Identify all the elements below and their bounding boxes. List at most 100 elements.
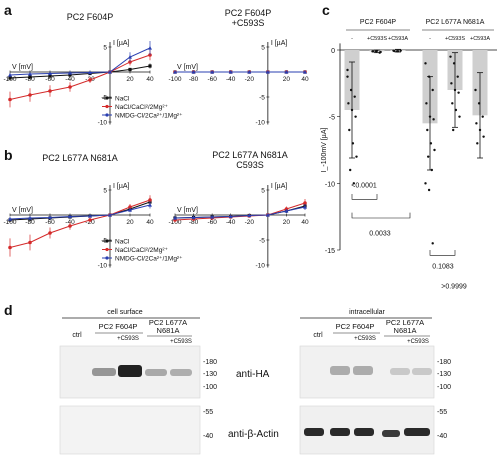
iv-data-point [303,205,307,209]
blot-left-marker-55: -55 [203,409,213,416]
bar-data-point [349,88,353,92]
bar-data-point [452,128,455,132]
blot-right-group2-line1: PC2 L677A [386,318,424,327]
bar-data-point [346,68,349,72]
bar-data-point [346,75,349,78]
bar-data-point [399,49,402,52]
bar-data-point [428,115,432,118]
iv-data-point [173,216,177,220]
iv-x-tick-label: -60 [207,219,217,226]
stat-bracket [351,212,411,219]
bar-data-point [481,115,484,118]
iv-x-tick-label: -80 [189,76,199,83]
iv-y-tick-label: 5 [103,45,107,52]
iv-data-point [68,71,72,75]
iv-data-point [128,60,132,64]
bar-data-point [427,155,430,158]
iv-data-point [28,240,32,245]
iv-data-point [48,231,52,235]
bar-y-tick-label: -10 [325,181,335,188]
iv-data-point [68,85,72,89]
iv-data-point [88,70,92,75]
bar-data-point [427,75,431,78]
a-right-title-line1: PC2 F604P [225,8,272,18]
iv-x-tick-label: -40 [226,219,236,226]
iv-series-line [9,54,151,100]
iv-data-point [8,97,12,102]
blot-left-marker-40: -40 [203,433,213,440]
iv-data-point [48,89,52,93]
legend-label: NaCl [115,96,130,103]
iv-data-point [148,46,152,50]
bar-data-point [457,91,460,94]
iv-data-point [68,214,72,219]
bar-data-point [352,182,355,185]
iv-x-tick-label: 20 [126,219,134,226]
bar-data-point [347,102,350,105]
bar-data-point [451,102,454,105]
iv-data-point [128,67,132,72]
blot-band [404,428,430,436]
blot-right-ctrl: ctrl [313,332,323,339]
iv-data-point [128,55,132,59]
blot-left-title: cell surface [107,309,143,316]
blot-left-c593s-2: +C593S [170,339,192,345]
bar-data-point [375,49,379,52]
legend-swatch-marker [105,113,109,117]
stat-bracket [351,194,378,200]
iv-data-point [191,70,196,74]
blot-left-marker-180: -180 [203,359,217,366]
iv-x-tick-label: 20 [283,219,291,226]
iv-data-point [128,205,132,209]
blot-band [390,368,410,375]
iv-series-line [9,65,151,79]
iv-x-tick-label: -20 [245,219,255,226]
legend-swatch-marker [105,96,109,100]
blot-right-group1: PC2 F604P [336,322,375,331]
iv-data-point [8,245,12,250]
iv-data-point [173,70,177,74]
blot-band [412,368,432,375]
bar-group-label: PC2 F604P [360,19,397,26]
stat-label: 0.1083 [432,264,454,271]
iv-series-line [9,199,151,248]
iv-data-point [128,208,132,212]
bar-data-point [426,128,429,132]
bar-data-point [433,148,436,152]
legend-label: NaCl/CaCl²/2Mg²⁺ [115,247,168,254]
bar-data-point [379,50,382,54]
bar-category-label: +C593S [367,36,387,42]
iv-x-tick-label: -60 [45,76,55,83]
iv-data-point [48,215,52,220]
iv-data-point [108,213,112,217]
stat-label: >0.9999 [441,284,467,291]
bar-data-point [456,75,459,78]
blot-left-marker-100: -100 [203,384,217,391]
bar-data-point [354,115,357,118]
iv-data-point [228,70,233,74]
blot-right-c593s-2: +C593S [407,339,429,345]
blot-band [118,365,142,377]
iv-plot-b-left: -100 -80 -60 -40 -20 20 405-5-10I [µA]V [mV] [3,183,154,270]
blot-left-ctrl: ctrl [72,332,82,339]
bar-y-axis-label: I_-100mV [µA] [321,128,328,173]
iv-data-point [28,216,32,220]
iv-data-point [247,70,252,74]
bar-data-point [430,168,433,172]
panel-letter-c: c [322,2,330,18]
iv-data-point [28,75,32,79]
bar-data-point [477,102,481,105]
iv-y-tick-label: 5 [261,188,265,195]
iv-data-point [8,73,12,77]
iv-x-tick-label: 40 [146,76,154,83]
iv-data-point [88,78,92,82]
bar-data-point [474,88,477,92]
iv-x-tick-label: -40 [65,76,75,83]
bar-chart-c: 0 -5 -10 -15 I_-100mV [µA] PC2 F604P PC2 L677A… [321,19,497,291]
bar-data-point [475,122,478,125]
legend-swatch-marker [105,104,109,109]
blot-right-marker-40: -40 [437,433,447,440]
bar-group-label: PC2 L677A N681A [426,19,485,26]
iv-x-tick-label: 40 [146,219,154,226]
